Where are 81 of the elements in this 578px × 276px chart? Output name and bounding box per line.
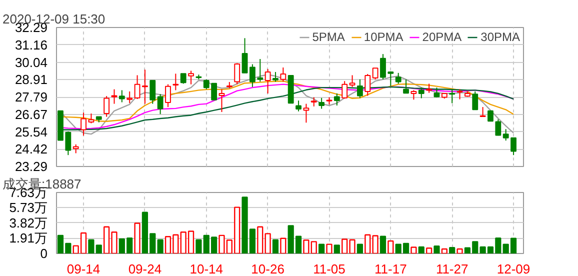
y-tick-label: 0 (40, 246, 48, 261)
candlestick (165, 84, 171, 108)
candlestick (334, 92, 340, 106)
candlestick (218, 88, 225, 112)
bar (356, 244, 364, 254)
candlestick (395, 72, 402, 84)
bar (326, 244, 332, 254)
candlestick (242, 38, 248, 74)
y-tick-label: 23.29 (14, 159, 48, 174)
y-tick-label: 26.67 (14, 106, 48, 122)
bar (449, 246, 456, 254)
candlestick (188, 70, 194, 85)
candlestick (234, 62, 240, 85)
candlestick (403, 78, 409, 94)
candlestick (142, 69, 148, 104)
y-tick-label: 5.73万 (9, 200, 48, 216)
x-tick-label: 09-24 (128, 262, 162, 276)
x-tick-label: 10-26 (251, 262, 284, 276)
bar (280, 238, 286, 254)
bar (134, 222, 140, 254)
x-tick-label: 11-05 (313, 262, 346, 276)
candlestick (364, 73, 371, 96)
y-tick-label: 27.79 (14, 90, 48, 104)
x-tick-label: 11-27 (436, 262, 468, 276)
y-tick-label: 1.91万 (9, 230, 48, 246)
bar (388, 240, 394, 254)
y-tick-label: 28.91 (14, 72, 48, 88)
candlestick (472, 90, 478, 110)
bar (410, 246, 417, 254)
candlestick (318, 97, 325, 110)
bar (380, 236, 386, 254)
candlestick (264, 68, 271, 94)
legend-label: 10PMA (364, 30, 404, 44)
candlestick (418, 87, 424, 99)
candlestick (280, 67, 286, 82)
x-tick-label: 09-14 (66, 262, 100, 276)
candlestick (157, 94, 164, 115)
candlestick (480, 106, 486, 117)
bar (264, 233, 271, 254)
bar (257, 226, 264, 254)
bar (426, 248, 432, 254)
candlestick (495, 118, 502, 136)
y-tick-label: 24.42 (14, 142, 48, 157)
x-tick-label: 10-14 (190, 262, 224, 276)
candlestick (172, 73, 179, 91)
candlestick (272, 71, 278, 82)
bar (441, 248, 448, 254)
candlestick (104, 96, 110, 118)
candlestick (488, 110, 494, 122)
y-tick-label: 3.82万 (9, 215, 48, 230)
candlestick (342, 80, 348, 100)
candlestick (356, 78, 363, 98)
candlestick (310, 96, 317, 107)
candlestick (372, 68, 378, 80)
candlestick (449, 88, 456, 104)
candlestick (456, 88, 463, 100)
candlestick (410, 90, 417, 100)
legend-label: 20PMA (422, 30, 462, 44)
candlestick (434, 87, 440, 98)
candlestick (150, 80, 156, 104)
bar (334, 244, 340, 254)
y-tick-label: 30.04 (14, 54, 48, 70)
y-tick-label: 31.16 (14, 37, 48, 52)
candlestick (134, 74, 140, 100)
bar (456, 248, 463, 254)
candlestick (349, 74, 356, 88)
candlestick (296, 100, 302, 112)
candlestick (180, 73, 186, 84)
candlestick (303, 103, 310, 124)
x-tick-label: 11-17 (374, 262, 407, 276)
candlestick (118, 90, 125, 103)
bar (418, 246, 424, 254)
bar (157, 239, 164, 254)
legend-label: 30PMA (480, 30, 520, 44)
x-tick-label: 12-09 (496, 262, 530, 276)
legend-label: 5PMA (312, 30, 345, 44)
y-tick-label: 25.54 (14, 124, 48, 140)
bar (434, 245, 440, 254)
candlestick (126, 90, 133, 104)
bar (318, 244, 325, 254)
bar (272, 239, 279, 254)
